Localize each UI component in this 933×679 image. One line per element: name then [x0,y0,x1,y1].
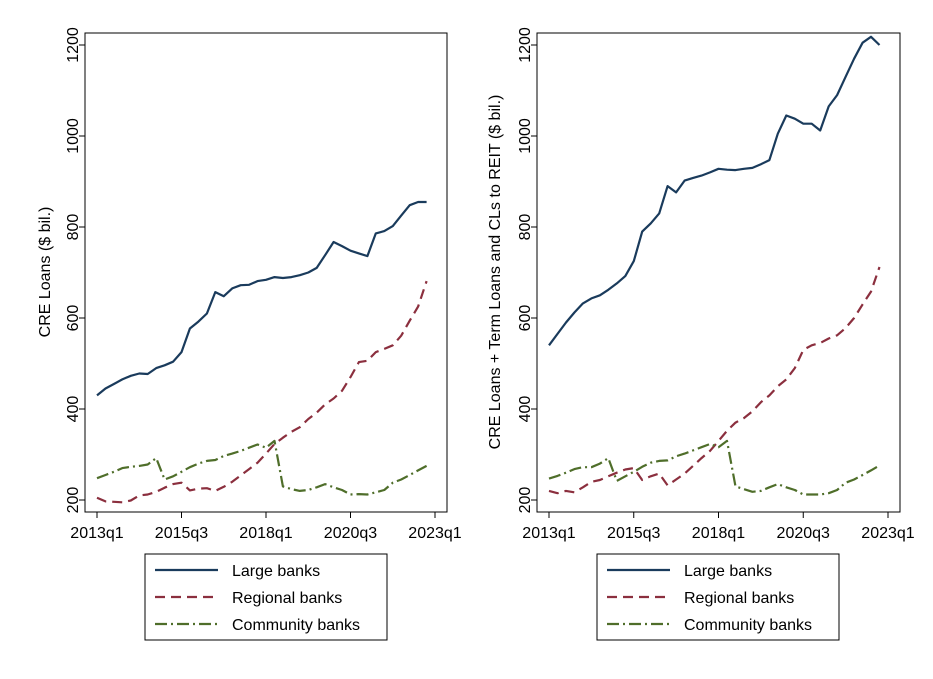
y-tick-label: 1000 [517,118,534,154]
x-tick-label: 2020q3 [324,525,377,542]
x-tick-label: 2013q1 [522,525,575,542]
legend-box [596,553,840,641]
y-tick-label: 600 [65,305,82,332]
y-tick-label: 800 [65,214,82,241]
y-tick-label: 1000 [65,118,82,154]
x-tick-label: 2015q3 [155,525,208,542]
legend-label: Community banks [232,617,360,634]
series-line-large-banks [548,35,881,346]
y-axis-label: CRE Loans + Term Loans and CLs to REIT (… [487,95,504,450]
plot-frame [536,32,901,513]
left-chart-panel: 200 400 600 800 1000 1200 2013q1 2015q3 2018q1 20… [37,27,462,641]
y-tick-label: 800 [517,214,534,241]
x-tick-label: 2018q1 [692,525,745,542]
x-tick-label: 2015q3 [607,525,660,542]
series-line-regional-banks [96,280,428,504]
legend-box [144,553,388,641]
x-tick-label: 2023q1 [408,525,461,542]
series-line-community-banks [96,439,428,496]
x-tick-label: 2020q3 [777,525,830,542]
y-tick-label: 400 [517,396,534,423]
right-chart-panel: 200 400 600 800 1000 1200 2013q1 2015q3 2018q1 20… [487,27,915,641]
series-line-regional-banks [548,266,881,495]
plot-frame [84,32,448,513]
series-line-large-banks [96,200,427,397]
y-tick-label: 600 [517,305,534,332]
series-line-community-banks [548,439,881,496]
legend-label: Regional banks [232,590,342,607]
y-tick-label: 200 [517,487,534,514]
legend-label: Large banks [684,563,772,580]
x-tick-label: 2023q1 [861,525,914,542]
y-axis-label: CRE Loans ($ bil.) [37,207,54,338]
legend-label: Regional banks [684,590,794,607]
legend-label: Community banks [684,617,812,634]
x-tick-label: 2018q1 [239,525,292,542]
y-tick-label: 1200 [517,27,534,63]
x-tick-label: 2013q1 [70,525,123,542]
legend-label: Large banks [232,563,320,580]
y-tick-label: 200 [65,487,82,514]
y-tick-label: 400 [65,396,82,423]
y-tick-label: 1200 [65,27,82,63]
